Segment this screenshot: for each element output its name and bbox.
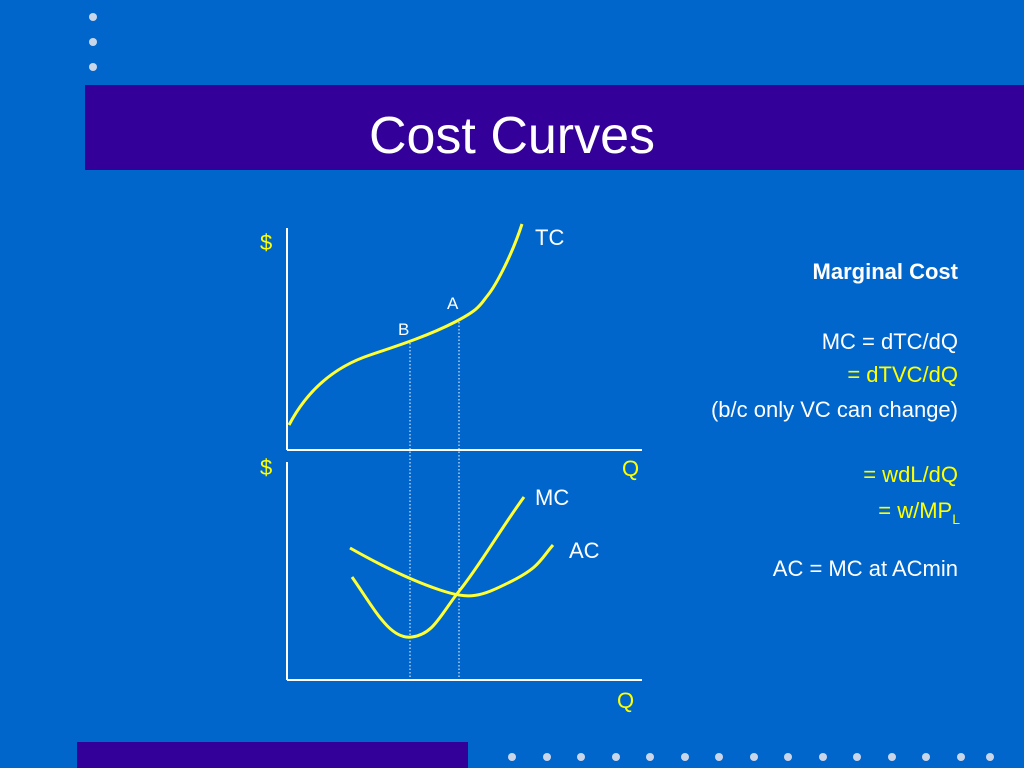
- note-line: AC = MC at ACmin: [773, 556, 958, 581]
- note-line: = wdL/dQ: [863, 462, 958, 487]
- ac-curve: [349, 544, 555, 598]
- y-label: $: [260, 230, 272, 255]
- point-label: A: [447, 294, 459, 313]
- note-line: = w/MPL: [878, 498, 960, 527]
- note-text: = w/MP: [878, 498, 952, 523]
- notes: Marginal Cost MC = dTC/dQ = dTVC/dQ (b/c…: [711, 259, 960, 581]
- curve-label: AC: [569, 538, 600, 563]
- footer-bar: [77, 742, 468, 768]
- decor-dots: [89, 13, 994, 761]
- tc-curve: [287, 223, 524, 426]
- notes-heading: Marginal Cost: [813, 259, 959, 284]
- curve-label: TC: [535, 225, 564, 250]
- note-line: = dTVC/dQ: [847, 362, 958, 387]
- mc-curve: [350, 496, 526, 639]
- x-label: Q: [622, 456, 639, 481]
- note-line: (b/c only VC can change): [711, 397, 958, 422]
- subscript: L: [952, 511, 960, 527]
- curve-label: MC: [535, 485, 569, 510]
- slide-title: Cost Curves: [369, 107, 655, 165]
- point-label: B: [398, 320, 409, 339]
- note-line: MC = dTC/dQ: [822, 329, 958, 354]
- x-label: Q: [617, 688, 634, 713]
- y-label: $: [260, 455, 272, 480]
- title-bar: [85, 85, 1024, 170]
